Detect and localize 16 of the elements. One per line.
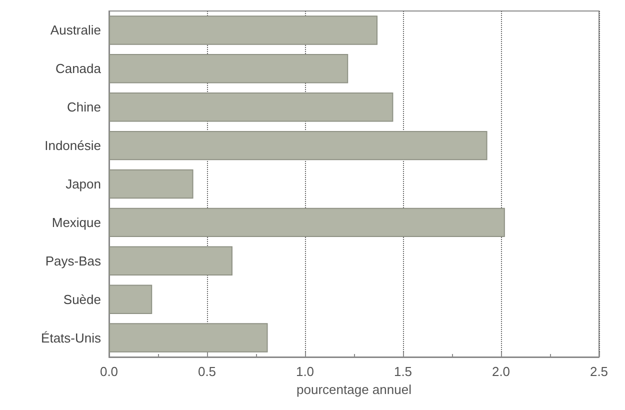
y-tick-label: Chine	[67, 100, 101, 115]
y-tick-label: Canada	[55, 61, 102, 76]
y-tick-label: Japon	[66, 176, 101, 192]
y-tick-label: Pays-Bas	[45, 253, 102, 268]
x-tick-label: 2.0	[492, 364, 510, 379]
x-tick-label: 0.5	[198, 364, 216, 379]
x-tick-label: 0.0	[100, 364, 118, 379]
x-tick-label: 2.5	[590, 364, 608, 379]
x-tick-label: 1.5	[394, 364, 412, 379]
y-tick-label: Indonésie	[44, 138, 101, 154]
x-tick-label: 1.0	[296, 364, 314, 379]
y-tick-label: Mexique	[52, 214, 101, 230]
y-tick-label: États-Unis	[41, 330, 102, 346]
x-axis-title: pourcentage annuel	[296, 382, 412, 397]
y-tick-label: Australie	[50, 22, 101, 38]
y-tick-label: Suède	[63, 292, 101, 307]
